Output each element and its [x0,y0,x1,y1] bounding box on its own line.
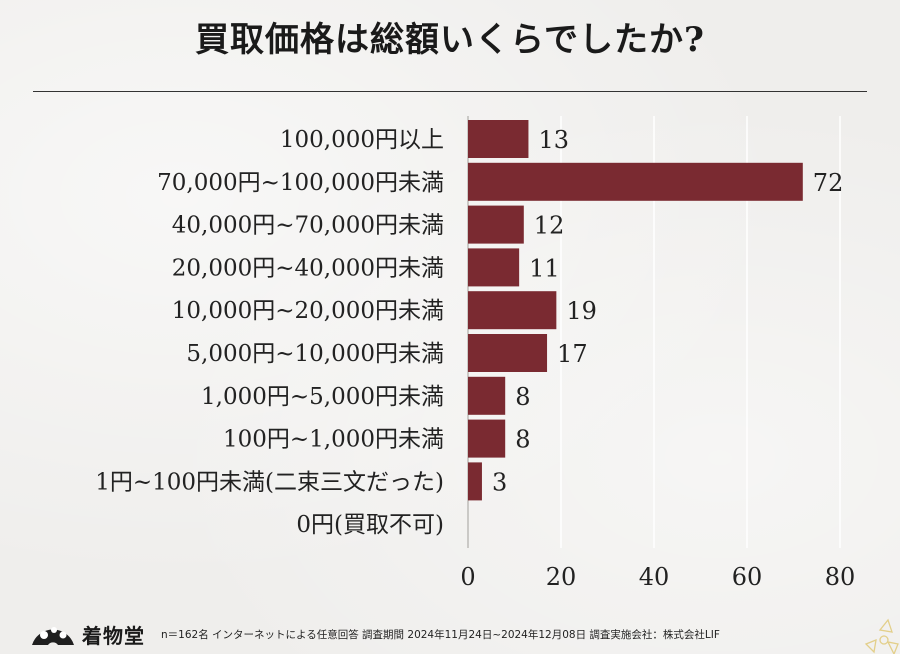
data-label: 8 [515,383,530,411]
category-label: 20,000円~40,000円未満 [172,255,444,281]
category-label: 70,000円~100,000円未満 [157,170,444,196]
category-label: 100円~1,000円未満 [223,427,444,453]
bar [468,248,520,287]
category-label: 0円(買取不可) [296,512,444,538]
x-tick-label: 40 [639,563,670,591]
bar [468,376,506,415]
x-tick-label: 20 [546,563,577,591]
category-label: 10,000円~20,000円未満 [172,298,444,324]
data-label: 11 [529,254,560,282]
category-label: 5,000円~10,000円未満 [186,341,444,367]
category-label: 100,000円以上 [280,127,444,153]
corner-flower-icon [864,618,899,654]
category-label: 1円~100円未満(二束三文だった) [95,469,444,495]
x-tick-label: 80 [825,563,856,591]
data-label: 19 [566,297,597,325]
bar [468,291,557,330]
data-label: 8 [515,426,530,454]
bar [468,462,482,501]
fan-logo-icon [32,627,74,645]
bar [468,162,803,201]
brand-name: 着物堂 [82,623,145,648]
data-label: 72 [813,169,844,197]
x-tick-label: 0 [460,563,475,591]
bar [468,334,548,372]
bar [468,205,524,244]
data-label: 3 [492,468,507,496]
survey-note: n＝162名 インターネットによる任意回答 調査期間 2024年11月24日~2… [161,628,720,641]
data-label: 13 [538,126,569,154]
data-label: 12 [534,212,565,240]
bar [468,120,529,158]
chart-title: 買取価格は総額いくらでしたか? [195,20,705,60]
x-tick-label: 60 [732,563,763,591]
bar [468,419,506,458]
title-divider [33,91,867,92]
category-label: 1,000円~5,000円未満 [201,384,444,410]
footer: 着物堂 n＝162名 インターネットによる任意回答 調査期間 2024年11月2… [30,620,870,648]
category-label: 40,000円~70,000円未満 [172,213,444,239]
data-label: 17 [557,340,588,368]
